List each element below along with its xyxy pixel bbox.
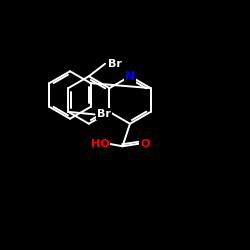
Text: Br: Br xyxy=(108,59,122,69)
Text: HO: HO xyxy=(91,139,109,149)
Text: Br: Br xyxy=(97,109,111,119)
Text: O: O xyxy=(140,139,150,149)
Text: N: N xyxy=(125,70,135,83)
